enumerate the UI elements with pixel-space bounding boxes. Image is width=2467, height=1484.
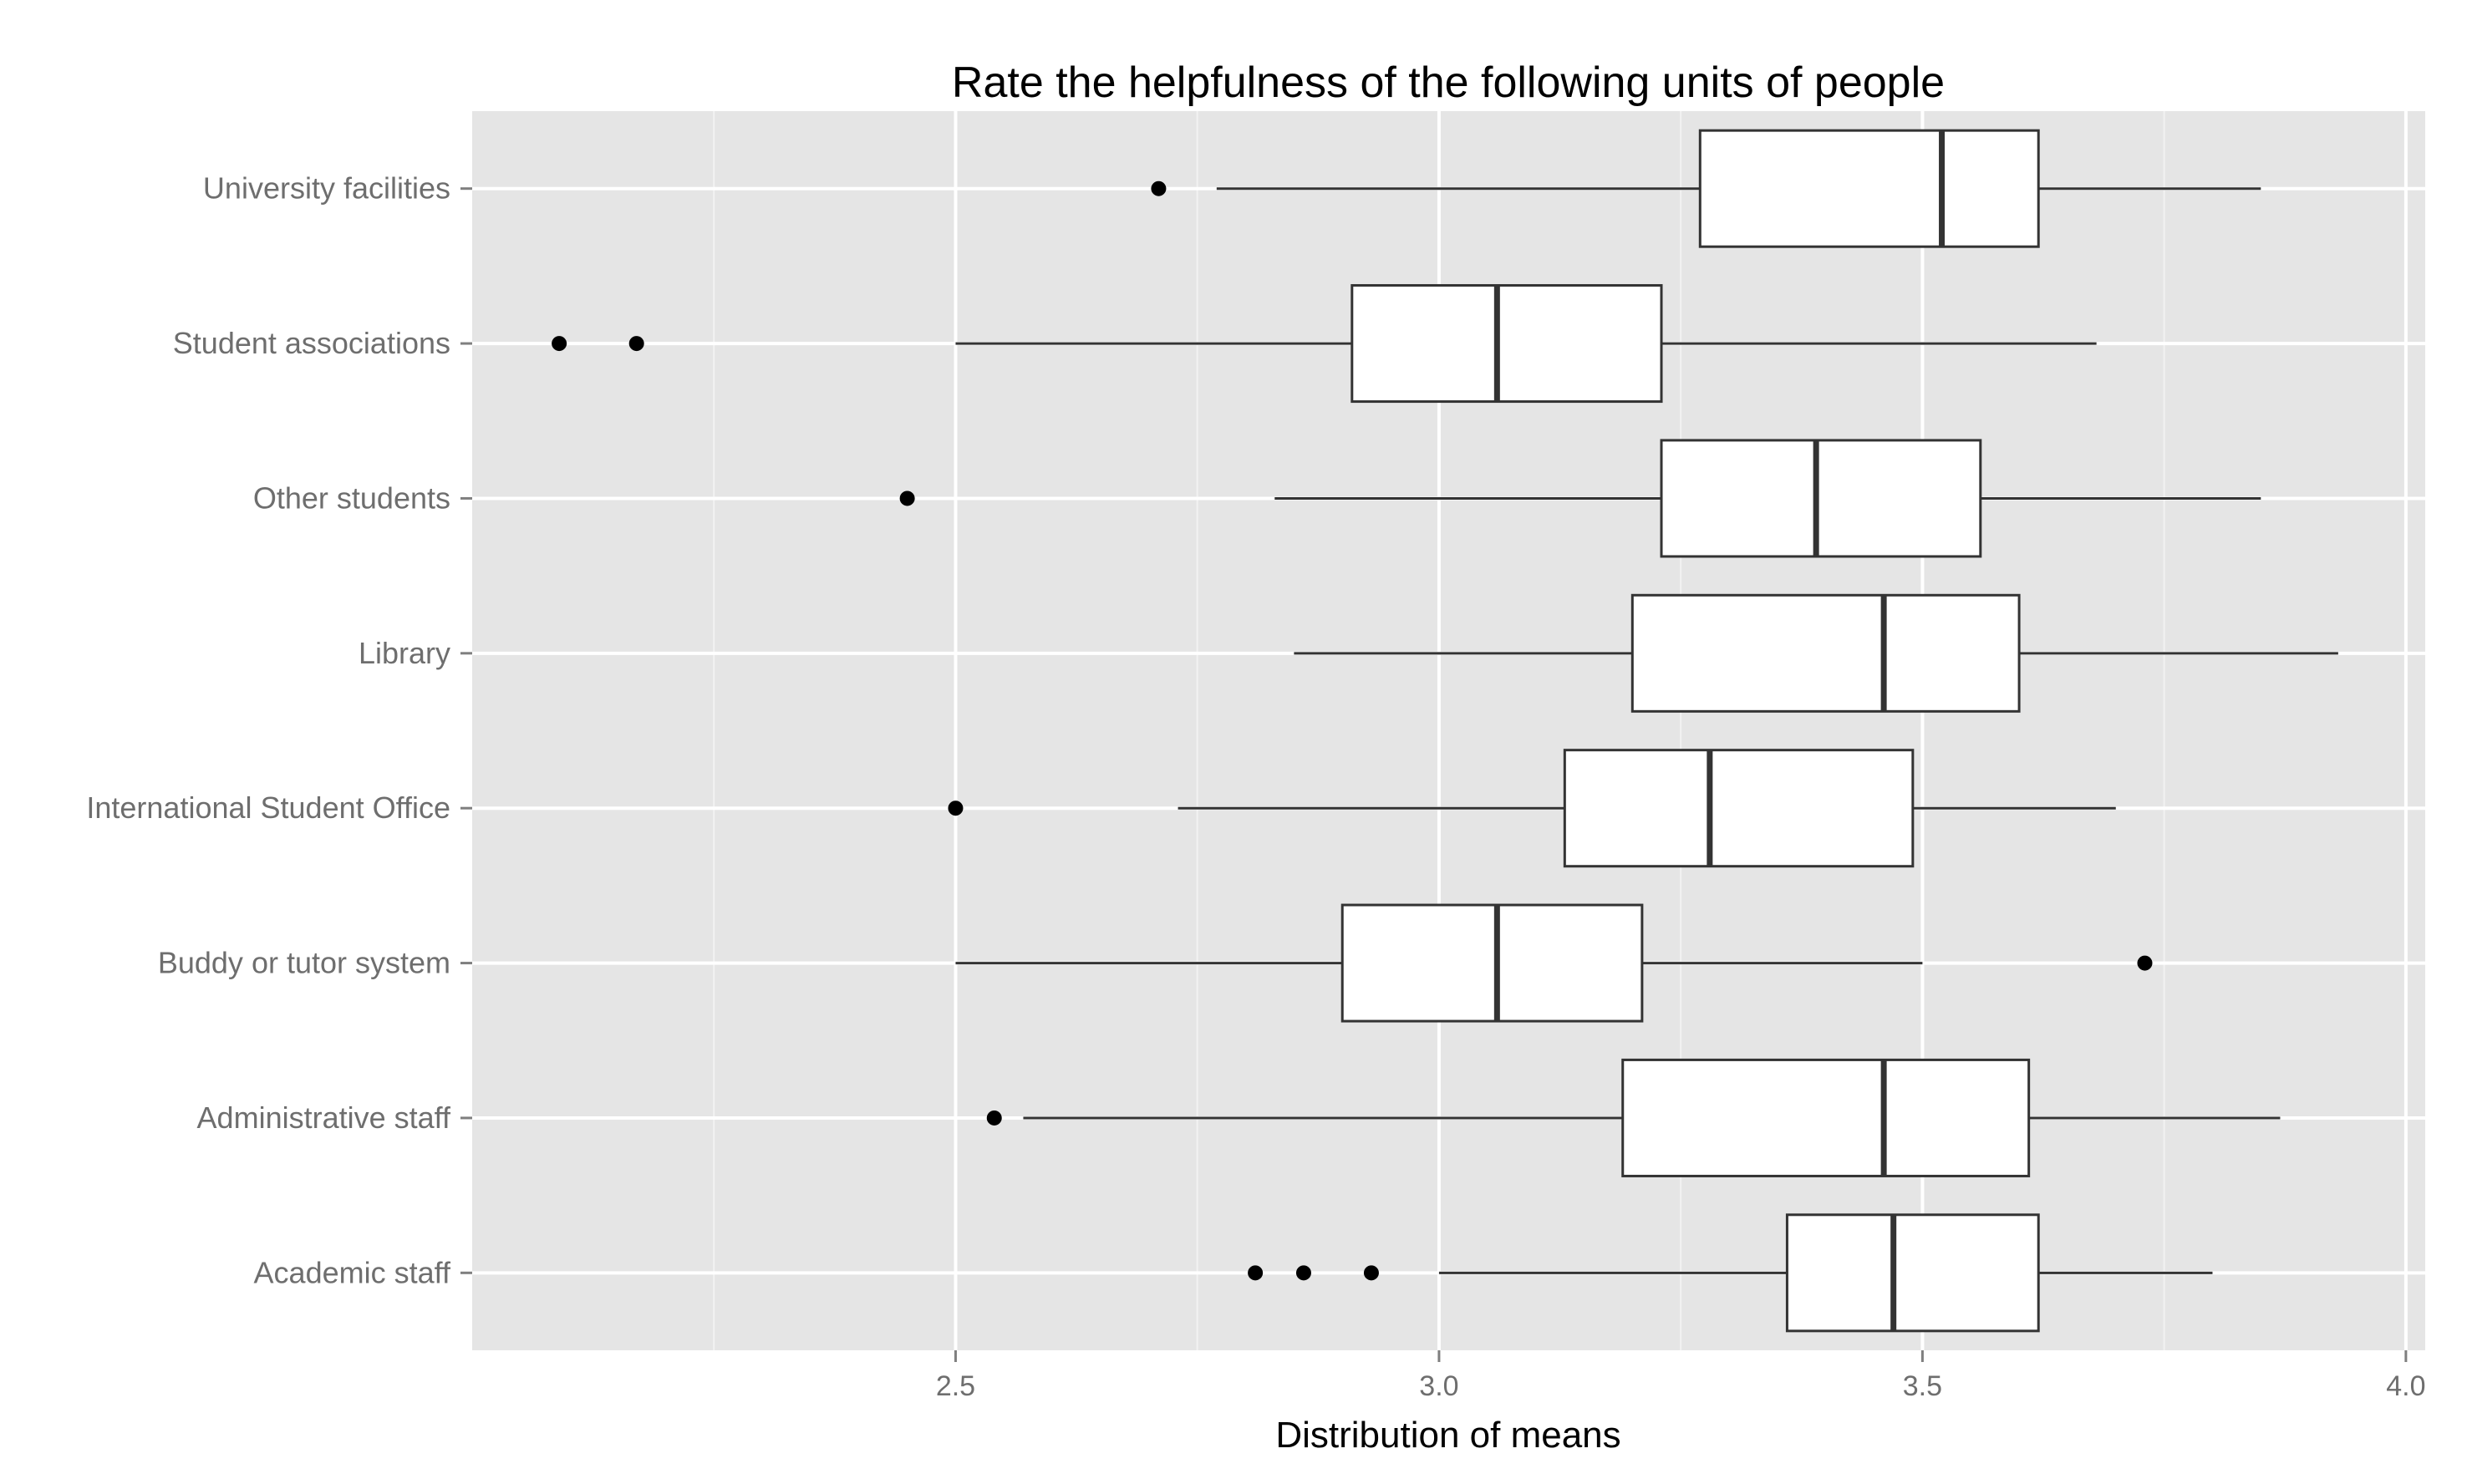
y-tick-label: Buddy or tutor system <box>158 946 450 980</box>
outlier-point <box>1151 180 1167 196</box>
y-tick-label: Administrative staff <box>197 1100 451 1135</box>
y-tick-label: Academic staff <box>254 1255 451 1289</box>
box-student-associations <box>552 284 2097 404</box>
x-tick-label: 4.0 <box>2386 1370 2425 1402</box>
box-library <box>1294 593 2338 713</box>
y-tick-label: Other students <box>253 480 450 515</box>
box-iqr <box>1630 593 2021 713</box>
box-iqr <box>1563 749 1915 868</box>
outlier-point <box>552 336 567 352</box>
box-buddy-or-tutor-system <box>955 903 2153 1023</box>
x-tick-label: 3.0 <box>1419 1370 1458 1402</box>
outlier-point <box>628 336 644 352</box>
box-iqr <box>1340 903 1644 1023</box>
y-tick-label: International Student Office <box>86 790 450 825</box>
box-international-student-office <box>948 749 2116 868</box>
x-axis-label: Distribution of means <box>1275 1415 1620 1456</box>
outlier-point <box>1295 1265 1311 1281</box>
box-administrative-staff <box>986 1058 2281 1177</box>
box-series <box>552 129 2338 1333</box>
outlier-point <box>2137 955 2153 971</box>
box-iqr <box>1660 439 1982 558</box>
outlier-point <box>986 1110 1002 1126</box>
outlier-point <box>1248 1265 1264 1281</box>
box-iqr <box>1621 1058 2031 1177</box>
chart-title: Rate the helpfulness of the following un… <box>952 58 1945 107</box>
x-tick-label: 3.5 <box>1903 1370 1942 1402</box>
y-axis: University facilities Student association… <box>86 171 472 1289</box>
y-tick-label: University facilities <box>203 171 450 206</box>
box-academic-staff <box>1248 1213 2213 1333</box>
box-iqr <box>1785 1213 2040 1333</box>
box-iqr <box>1350 284 1663 404</box>
y-tick-label: Library <box>359 636 450 670</box>
outlier-point <box>1363 1265 1379 1281</box>
y-tick-label: Student associations <box>173 326 450 360</box>
box-university-facilities <box>1151 129 2261 248</box>
box-iqr <box>1698 129 2040 248</box>
outlier-point <box>899 490 915 506</box>
outlier-point <box>948 800 964 816</box>
x-tick-label: 2.5 <box>936 1370 975 1402</box>
box-other-students <box>899 439 2261 558</box>
x-axis: 2.5 3.0 3.5 4.0 <box>936 1350 2425 1402</box>
